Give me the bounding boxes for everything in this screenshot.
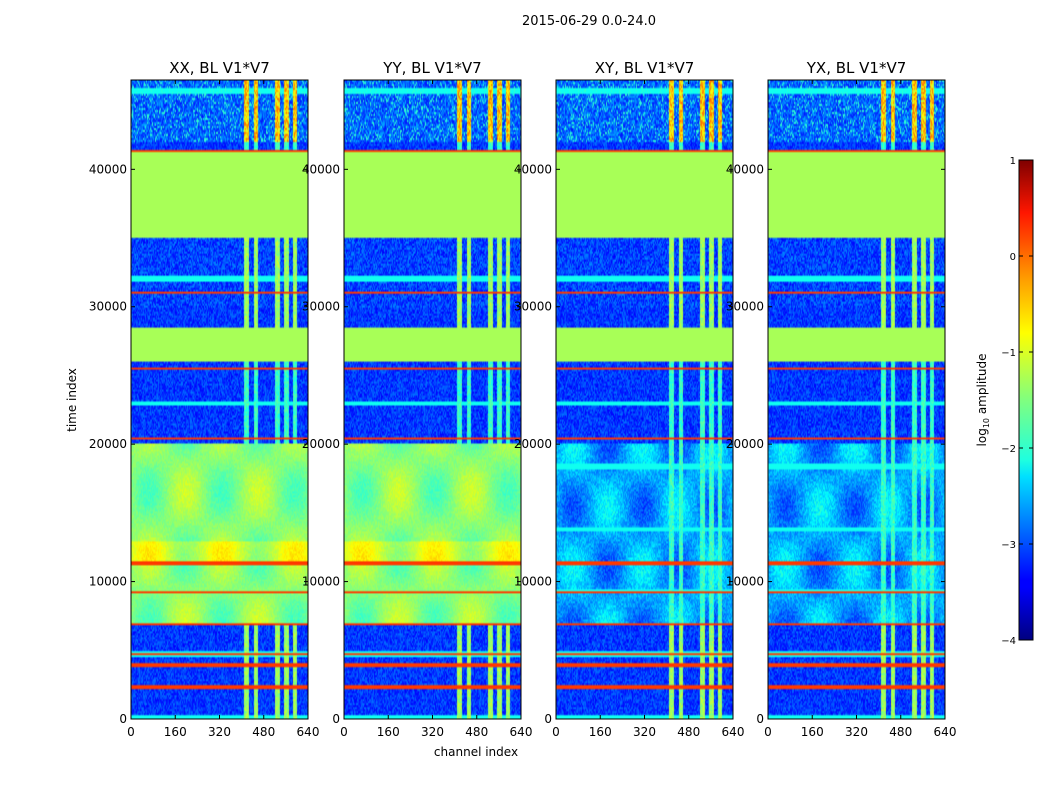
x-tick-label: 160: [801, 725, 824, 739]
colorbar-label-prefix: log: [975, 428, 989, 446]
panel-yy: YY, BL V1*V7 0 160 320 480 640 0 10000 20000 3000…: [302, 59, 533, 739]
x-tick-label: 160: [589, 725, 612, 739]
colorbar-tick-label: −1: [1001, 348, 1016, 359]
colorbar-gradient: [1019, 160, 1033, 640]
colorbar-tick-label: −2: [1001, 444, 1016, 455]
x-tick-label: 640: [510, 725, 533, 739]
heatmap-image-yx: [768, 80, 945, 719]
heatmap-image-xy: [556, 80, 733, 719]
x-tick-label: 640: [297, 725, 320, 739]
panel-yx: YX, BL V1*V7 0 160 320 480 640 0 10000 20000 3000…: [726, 59, 957, 739]
y-tick-label: 20000: [726, 437, 764, 451]
y-tick-label: 30000: [726, 300, 764, 314]
y-tick-label: 20000: [514, 437, 552, 451]
panel-title-xx: XX, BL V1*V7: [169, 59, 270, 77]
y-tick-label: 10000: [726, 575, 764, 589]
x-tick-label: 0: [340, 725, 348, 739]
colorbar-label-subscript: 10: [982, 418, 991, 428]
y-tick-label: 40000: [89, 162, 127, 176]
y-axis-label: time index: [65, 368, 79, 432]
x-tick-label: 480: [677, 725, 700, 739]
x-axis-label: channel index: [434, 745, 518, 759]
x-tick-label: 640: [722, 725, 745, 739]
suptitle: 2015-06-29 0.0-24.0: [522, 14, 656, 29]
y-tick-label: 0: [756, 712, 764, 726]
y-tick-label: 30000: [514, 300, 552, 314]
y-tick-label: 0: [544, 712, 552, 726]
x-tick-label: 640: [934, 725, 957, 739]
y-tick-label: 10000: [302, 575, 340, 589]
y-tick-label: 20000: [89, 437, 127, 451]
y-tick-label: 40000: [514, 162, 552, 176]
x-tick-label: 160: [164, 725, 187, 739]
x-tick-label: 320: [633, 725, 656, 739]
panel-xy: XY, BL V1*V7 0 160 320 480 640 0 10000 20000 3000…: [514, 59, 745, 739]
y-tick-label: 30000: [89, 300, 127, 314]
colorbar-tick-label: −3: [1001, 540, 1016, 551]
x-tick-label: 480: [465, 725, 488, 739]
x-tick-label: 0: [764, 725, 772, 739]
x-tick-label: 320: [208, 725, 231, 739]
colorbar-label-suffix: amplitude: [975, 354, 989, 418]
colorbar-tick-label: 1: [1010, 156, 1016, 167]
x-tick-label: 480: [889, 725, 912, 739]
x-tick-label: 480: [252, 725, 275, 739]
colorbar-tick-label: −4: [1001, 636, 1016, 647]
heatmap-image-xx: [131, 80, 308, 719]
x-tick-label: 320: [421, 725, 444, 739]
y-tick-label: 40000: [726, 162, 764, 176]
y-tick-label: 40000: [302, 162, 340, 176]
panel-title-yy: YY, BL V1*V7: [382, 59, 481, 77]
x-tick-label: 160: [377, 725, 400, 739]
x-tick-label: 0: [552, 725, 560, 739]
panel-xx: XX, BL V1*V7 0 160 320 480 640 0 10000 20000 3000…: [89, 59, 320, 739]
heatmap-image-yy: [344, 80, 521, 719]
panel-title-xy: XY, BL V1*V7: [595, 59, 695, 77]
colorbar-label: log10 amplitude: [975, 354, 991, 447]
colorbar-tick-label: 0: [1010, 252, 1016, 263]
x-tick-label: 320: [845, 725, 868, 739]
y-tick-label: 0: [119, 712, 127, 726]
y-tick-label: 10000: [89, 575, 127, 589]
panel-title-yx: YX, BL V1*V7: [806, 59, 907, 77]
colorbar-frame: [1018, 159, 1034, 641]
y-tick-label: 30000: [302, 300, 340, 314]
colorbar: 1 0 −1 −2 −3 −4: [1001, 156, 1034, 647]
y-tick-label: 0: [332, 712, 340, 726]
x-tick-label: 0: [127, 725, 135, 739]
panels: XX, BL V1*V7 0 160 320 480 640 0 10000 20000 3000…: [89, 59, 957, 739]
y-tick-label: 20000: [302, 437, 340, 451]
y-tick-label: 10000: [514, 575, 552, 589]
